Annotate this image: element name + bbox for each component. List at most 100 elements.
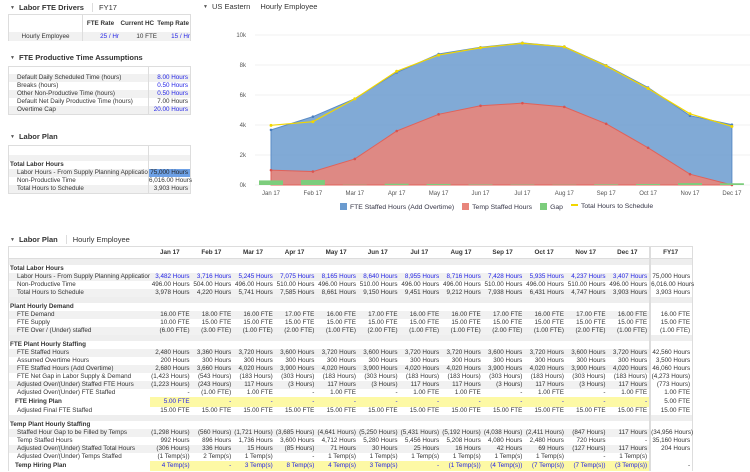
cell[interactable]: - bbox=[607, 397, 650, 407]
assumption-value[interactable]: 8.00 Hours bbox=[148, 74, 190, 82]
collapse-caret-icon[interactable]: ▼ bbox=[10, 4, 15, 11]
cell[interactable]: (4 Temp(s)) bbox=[482, 461, 525, 471]
collapse-caret-icon[interactable]: ▼ bbox=[10, 54, 15, 61]
cell: 4,080 Hours bbox=[488, 437, 523, 444]
cell[interactable]: 4 Temp(s) bbox=[316, 461, 358, 471]
x-tick-label: May 17 bbox=[429, 191, 449, 197]
column-header[interactable]: Feb 17 bbox=[201, 249, 222, 256]
total-point bbox=[562, 45, 566, 49]
row-value[interactable]: 75,000 Hours bbox=[148, 169, 190, 177]
cell: 18.00 FTE bbox=[201, 311, 232, 318]
legend-item[interactable]: FTE Staffed Hours (Add Overtime) bbox=[340, 203, 454, 211]
column-header[interactable]: Nov 17 bbox=[575, 249, 597, 256]
legend-item[interactable]: Gap bbox=[540, 203, 563, 211]
cell[interactable]: - bbox=[191, 461, 234, 471]
cell: (6.00 FTE) bbox=[159, 327, 190, 334]
cell[interactable]: 3 Temp(s) bbox=[357, 461, 400, 471]
cell[interactable]: 5,245 Hours bbox=[238, 273, 273, 280]
cell[interactable]: (3 Temp(s)) bbox=[607, 461, 650, 471]
legend-item[interactable]: Total Hours to Schedule bbox=[570, 203, 653, 211]
table-row: FTE Staffed Hours 2,480 Hours 3,360 Hours 3… bbox=[9, 349, 693, 357]
fte-rate-value[interactable]: 25 / Hr bbox=[100, 33, 119, 40]
cell[interactable]: (7 Temp(s)) bbox=[524, 461, 566, 471]
cell[interactable]: 8,165 Hours bbox=[321, 273, 356, 280]
cell: 5.00 FTE bbox=[649, 397, 693, 407]
cell: 15.00 FTE bbox=[284, 319, 315, 326]
row-label: Adjusted Final FTE Staffed bbox=[17, 407, 93, 414]
row-label: Temp Hiring Plan bbox=[15, 462, 67, 469]
cell[interactable]: 3,407 Hours bbox=[612, 273, 648, 280]
cell[interactable]: 3,716 Hours bbox=[196, 273, 232, 280]
cell[interactable]: - bbox=[357, 397, 400, 407]
cell[interactable]: 4 Temp(s) bbox=[150, 461, 192, 471]
column-header[interactable]: Oct 17 bbox=[534, 249, 554, 256]
cell[interactable]: - bbox=[233, 397, 275, 407]
cell: 9,451 Hours bbox=[404, 289, 440, 296]
y-tick-label: 4k bbox=[240, 123, 247, 129]
cell: (4,641 Hours) bbox=[317, 429, 356, 436]
cell: 496.00 Hours bbox=[401, 281, 440, 288]
cell[interactable]: 3,482 Hours bbox=[155, 273, 190, 280]
cell[interactable]: - bbox=[482, 397, 525, 407]
cell[interactable]: 8 Temp(s) bbox=[274, 461, 317, 471]
collapse-caret-icon[interactable]: ▼ bbox=[203, 3, 208, 10]
table-row bbox=[9, 335, 692, 341]
assumptions-header: ▼ FTE Productive Time Assumptions bbox=[10, 53, 143, 62]
table-header-row: Jan 17 Feb 17 Mar 17 Apr 17 May 17 Jun 17 Jul … bbox=[9, 247, 692, 259]
collapse-caret-icon[interactable]: ▼ bbox=[10, 133, 15, 140]
column-header[interactable]: May 17 bbox=[325, 249, 347, 256]
cell[interactable]: 7,428 Hours bbox=[488, 273, 523, 280]
cell: 1 Temp(s) bbox=[494, 453, 523, 460]
cell: (3,685 Hours) bbox=[275, 429, 315, 436]
cell[interactable]: 5,935 Hours bbox=[529, 273, 564, 280]
table-row: Total Hours to Schedule 3,978 Hours 4,220 … bbox=[9, 289, 693, 297]
x-tick-label: Nov 17 bbox=[680, 191, 700, 197]
assumption-value[interactable]: 0.50 Hours bbox=[148, 90, 190, 98]
column-header[interactable]: Jul 17 bbox=[410, 249, 429, 256]
cell[interactable]: 8,955 Hours bbox=[404, 273, 440, 280]
cell[interactable]: 3 Temp(s) bbox=[233, 461, 275, 471]
column-header[interactable]: Jan 17 bbox=[159, 249, 180, 256]
column-header[interactable]: Aug 17 bbox=[450, 249, 472, 256]
cell[interactable]: - bbox=[191, 397, 234, 407]
labor-plan-header: ▼ Labor Plan Hourly Employee bbox=[10, 235, 130, 244]
cell[interactable]: 7,075 Hours bbox=[280, 273, 315, 280]
cell[interactable]: - bbox=[441, 397, 483, 407]
row-label: Total Hours to Schedule bbox=[17, 289, 84, 296]
drivers-table: FTE Rate Current HC Temp Rate Hourly Emp… bbox=[8, 14, 191, 41]
temp-rate-value[interactable]: 15 / Hr bbox=[171, 33, 190, 40]
assumption-value[interactable]: 0.50 Hours bbox=[148, 82, 190, 90]
cell[interactable]: (1 Temp(s)) bbox=[441, 461, 483, 471]
table-row: Plant Hourly Demand bbox=[9, 303, 692, 311]
cell[interactable]: 8,640 Hours bbox=[363, 273, 398, 280]
cell[interactable]: 5.00 FTE bbox=[150, 397, 192, 407]
cell: 4,712 Hours bbox=[321, 437, 356, 444]
assumption-value[interactable]: 20.00 Hours bbox=[148, 106, 190, 114]
row-value: 6,016.00 Hours bbox=[148, 177, 193, 185]
temp-point bbox=[395, 129, 399, 133]
column-header[interactable]: Mar 17 bbox=[243, 249, 263, 256]
cell[interactable]: 4,237 Hours bbox=[571, 273, 606, 280]
cell: 496.00 Hours bbox=[526, 281, 564, 288]
cell[interactable]: 8,716 Hours bbox=[446, 273, 481, 280]
column-header[interactable]: Jun 17 bbox=[367, 249, 388, 256]
cell[interactable]: - bbox=[524, 397, 566, 407]
cell: 71 Hours bbox=[330, 445, 356, 452]
cell: 15.00 FTE bbox=[492, 319, 523, 326]
cell[interactable]: - bbox=[399, 461, 442, 471]
cell[interactable]: - bbox=[274, 397, 317, 407]
cell: 16.00 FTE bbox=[243, 311, 273, 318]
column-header[interactable]: FY17 bbox=[649, 247, 692, 258]
cell: 3,600 Hours bbox=[363, 349, 398, 356]
cell[interactable]: - bbox=[399, 397, 442, 407]
cell[interactable]: (7 Temp(s)) bbox=[565, 461, 608, 471]
column-header[interactable]: Apr 17 bbox=[284, 249, 305, 256]
column-header[interactable]: Sep 17 bbox=[492, 249, 513, 256]
collapse-caret-icon[interactable]: ▼ bbox=[10, 236, 15, 243]
header-spacer bbox=[9, 247, 150, 258]
column-header[interactable]: Dec 17 bbox=[617, 249, 638, 256]
cell[interactable]: - bbox=[316, 397, 358, 407]
cell[interactable]: - bbox=[565, 397, 608, 407]
col-current-hc: Current HC bbox=[120, 20, 155, 27]
legend-item[interactable]: Temp Staffed Hours bbox=[462, 203, 532, 211]
